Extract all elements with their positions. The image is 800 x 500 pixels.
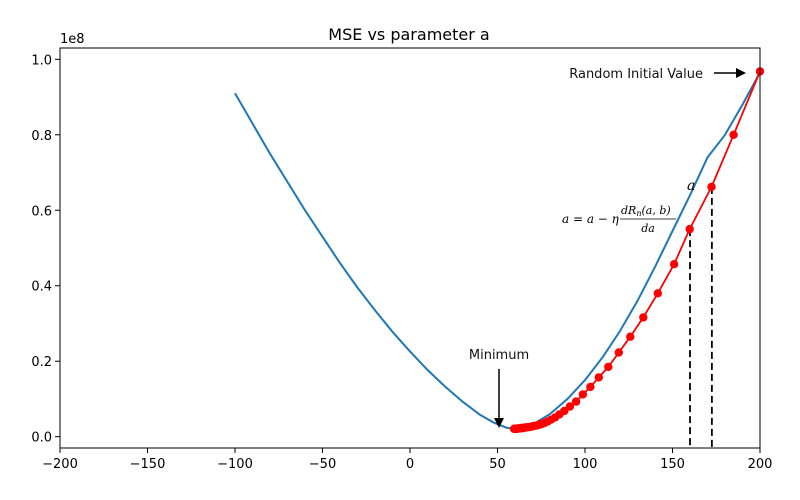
plot-frame — [59, 47, 761, 449]
x-tick-label: −150 — [130, 457, 166, 472]
x-tick-label: 150 — [660, 457, 685, 472]
descent-step-point — [685, 224, 694, 234]
x-tick-label: 200 — [748, 457, 773, 472]
descent-step-point — [578, 390, 588, 399]
x-tick-label: 0 — [406, 457, 414, 472]
descent-step-point — [565, 402, 575, 411]
y-tick-label: 0.6 — [31, 204, 52, 219]
formula-numerator: dRn(a, b) — [621, 204, 671, 218]
y-offset-label: 1e8 — [60, 32, 85, 47]
x-tick-label: 100 — [573, 457, 598, 472]
x-axis-ticks: −200 −150 −100 −50 0 50 100 150 200 — [42, 448, 772, 472]
x-tick-label: −50 — [309, 457, 336, 472]
descent-step-point — [729, 130, 738, 139]
descent-step-point — [594, 373, 603, 382]
x-tick-label: −200 — [42, 457, 78, 472]
descent-step-point — [614, 348, 623, 357]
random-initial-arrowhead — [736, 68, 746, 78]
descent-step-point — [571, 397, 581, 406]
descent-step-point — [653, 289, 662, 298]
y-tick-label: 0.4 — [31, 280, 52, 295]
formula-subscript: n — [636, 209, 641, 218]
y-tick-label: 0.0 — [31, 431, 52, 446]
formula-denominator: da — [641, 222, 655, 235]
x-tick-label: 50 — [489, 457, 506, 472]
descent-step-point — [604, 362, 613, 372]
x-tick-label: −100 — [217, 457, 253, 472]
chart-title: MSE vs parameter a — [328, 25, 489, 44]
annotation-a-symbol: a — [687, 178, 695, 194]
y-tick-label: 1.0 — [31, 53, 52, 68]
minimum-label: Minimum — [469, 348, 529, 363]
annotation-update-formula: a = a − η dRn(a, b) da — [562, 204, 676, 235]
random-initial-label: Random Initial Value — [569, 67, 703, 82]
descent-step-point — [586, 382, 595, 392]
y-axis-ticks: 0.0 0.2 0.4 0.6 0.8 1.0 — [31, 53, 60, 446]
formula-lhs: a = a − η — [562, 212, 620, 226]
minimum-arrowhead — [494, 418, 504, 428]
annotation-minimum: Minimum — [469, 348, 529, 428]
y-tick-label: 0.8 — [31, 129, 52, 144]
descent-step-point — [639, 313, 648, 322]
annotation-random-initial: Random Initial Value — [569, 67, 746, 82]
descent-step-point — [626, 332, 635, 341]
descent-step-point — [509, 424, 519, 433]
y-tick-label: 0.2 — [31, 355, 52, 370]
descent-step-point — [707, 182, 716, 192]
descent-step-point — [669, 260, 679, 269]
